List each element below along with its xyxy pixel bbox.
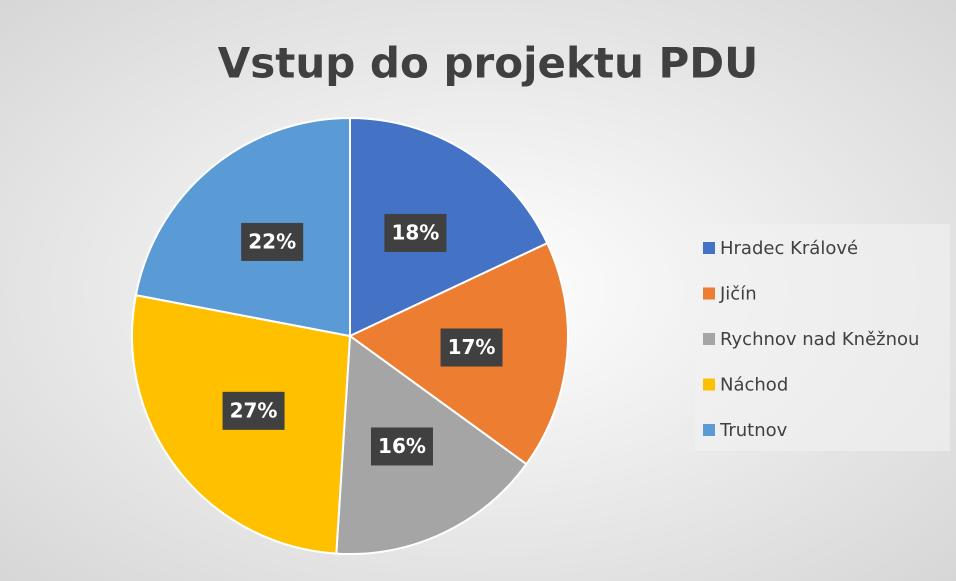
data-label-box [222, 391, 285, 430]
chart-title: Vstup do projektu PDU [218, 39, 759, 88]
legend: Hradec Králové Jičín Rychnov nad Kněžnou Ná… [703, 238, 919, 441]
legend-label: Rychnov nad Kněžnou [720, 329, 919, 350]
legend-swatch [703, 378, 715, 391]
legend-label: Náchod [720, 375, 788, 396]
legend-box [695, 224, 950, 451]
data-label: 18% [391, 220, 439, 244]
data-label-box [241, 222, 304, 261]
data-label-box [440, 328, 503, 367]
data-label: 22% [248, 229, 296, 253]
legend-swatch [703, 424, 715, 436]
pie: 18% 17% 16% 27% 22% [131, 116, 569, 555]
data-label-box [370, 427, 433, 466]
data-label: 16% [378, 434, 426, 458]
legend-label: Trutnov [719, 420, 788, 441]
legend-swatch [703, 287, 715, 300]
legend-swatch [703, 242, 715, 254]
legend-label: Jičín [719, 284, 757, 305]
legend-swatch [703, 333, 715, 345]
data-label: 17% [448, 335, 496, 359]
legend-label: Hradec Králové [720, 238, 858, 259]
data-label-box [384, 213, 447, 252]
data-label: 27% [230, 398, 278, 422]
pie-slice [349, 116, 549, 338]
